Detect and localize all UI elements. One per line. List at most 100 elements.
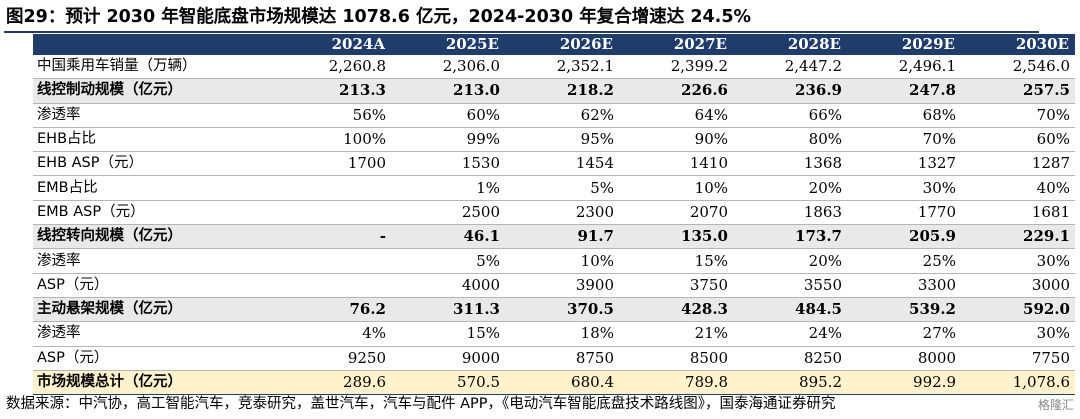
- table-row: 渗透率 4% 15% 18% 21% 24% 27% 30%: [33, 321, 1075, 347]
- value-cell: 289.6: [277, 369, 391, 396]
- value-cell: -: [277, 224, 391, 250]
- title-rule: [4, 31, 1039, 33]
- value-cell: 2,399.2: [619, 55, 733, 80]
- value-cell: 46.1: [391, 224, 505, 250]
- value-cell: 21%: [619, 321, 733, 347]
- table-row: 中国乘用车销量（万辆） 2,260.8 2,306.0 2,352.1 2,399.2 2…: [33, 55, 1075, 80]
- value-cell: 539.2: [847, 297, 961, 323]
- value-cell: 3900: [505, 273, 619, 298]
- value-cell: 30%: [847, 175, 961, 201]
- value-cell: 2,306.0: [391, 55, 505, 80]
- source-note: 数据来源：中汽协，高工智能汽车，竞泰研究，盖世汽车，汽车与配件 APP，《电动汽…: [6, 396, 836, 412]
- value-cell: 570.5: [391, 369, 505, 396]
- value-cell: 8000: [847, 346, 961, 371]
- value-cell: 226.6: [619, 78, 733, 104]
- row-label: EMB占比: [33, 175, 277, 201]
- row-label: ASP（元）: [33, 346, 277, 371]
- value-cell: 100%: [277, 127, 391, 153]
- value-cell: 1287: [961, 151, 1075, 177]
- value-cell: 68%: [847, 103, 961, 128]
- value-cell: 3000: [961, 273, 1075, 298]
- value-cell: 5%: [391, 248, 505, 274]
- value-cell: 8750: [505, 346, 619, 371]
- total-row: 市场规模总计（亿元） 289.6 570.5 680.4 789.8 895.2 992.9…: [33, 369, 1075, 396]
- value-cell: 2,546.0: [961, 55, 1075, 80]
- value-cell: 218.2: [505, 78, 619, 104]
- value-cell: 9250: [277, 346, 391, 371]
- row-label: EMB ASP（元）: [33, 200, 277, 226]
- value-cell: 90%: [619, 127, 733, 153]
- value-cell: 2,260.8: [277, 55, 391, 80]
- row-label: 中国乘用车销量（万辆）: [33, 55, 277, 80]
- value-cell: [277, 175, 391, 201]
- value-cell: 236.9: [733, 78, 847, 104]
- value-cell: 99%: [391, 127, 505, 153]
- value-cell: 1,078.6: [961, 369, 1075, 396]
- value-cell: 70%: [961, 103, 1075, 128]
- value-cell: 484.5: [733, 297, 847, 323]
- value-cell: 62%: [505, 103, 619, 128]
- value-cell: 15%: [391, 321, 505, 347]
- value-cell: 30%: [961, 248, 1075, 274]
- value-cell: 2300: [505, 200, 619, 226]
- header-cell: [33, 34, 277, 55]
- value-cell: 2070: [619, 200, 733, 226]
- value-cell: 1327: [847, 151, 961, 177]
- value-cell: 27%: [847, 321, 961, 347]
- value-cell: 8500: [619, 346, 733, 371]
- value-cell: 80%: [733, 127, 847, 153]
- value-cell: 895.2: [733, 369, 847, 396]
- value-cell: [277, 200, 391, 226]
- value-cell: 76.2: [277, 297, 391, 323]
- value-cell: 789.8: [619, 369, 733, 396]
- row-label: 渗透率: [33, 103, 277, 128]
- header-cell: 2024A: [277, 34, 391, 55]
- table-row: 渗透率 5% 10% 15% 20% 25% 30%: [33, 248, 1075, 274]
- value-cell: 1410: [619, 151, 733, 177]
- value-cell: 4%: [277, 321, 391, 347]
- section-row: 线控转向规模（亿元） -46.1 91.7 135.0 173.7 205.9 229.1: [33, 224, 1075, 250]
- value-cell: 428.3: [619, 297, 733, 323]
- row-label: 线控转向规模（亿元）: [33, 224, 277, 250]
- value-cell: 5%: [505, 175, 619, 201]
- row-label: 渗透率: [33, 321, 277, 347]
- value-cell: 66%: [733, 103, 847, 128]
- value-cell: 18%: [505, 321, 619, 347]
- value-cell: 20%: [733, 248, 847, 274]
- section-row: 线控制动规模（亿元） 213.3 213.0 218.2 226.6 236.9 247.8…: [33, 78, 1075, 104]
- value-cell: 3300: [847, 273, 961, 298]
- row-label: EHB ASP（元）: [33, 151, 277, 177]
- table-header-row: 2024A 2025E 2026E 2027E 2028E 2029E 2030…: [33, 34, 1075, 55]
- value-cell: 10%: [619, 175, 733, 201]
- section-row: 主动悬架规模（亿元） 76.2 311.3 370.5 428.3 484.5 539.2 5…: [33, 297, 1075, 323]
- value-cell: 8250: [733, 346, 847, 371]
- value-cell: 2500: [391, 200, 505, 226]
- value-cell: 25%: [847, 248, 961, 274]
- value-cell: 60%: [961, 127, 1075, 153]
- value-cell: 205.9: [847, 224, 961, 250]
- value-cell: 40%: [961, 175, 1075, 201]
- row-label: 渗透率: [33, 248, 277, 274]
- value-cell: 9000: [391, 346, 505, 371]
- value-cell: 592.0: [961, 297, 1075, 323]
- value-cell: 3750: [619, 273, 733, 298]
- value-cell: 1530: [391, 151, 505, 177]
- value-cell: 680.4: [505, 369, 619, 396]
- value-cell: 56%: [277, 103, 391, 128]
- value-cell: 247.8: [847, 78, 961, 104]
- value-cell: [277, 248, 391, 274]
- value-cell: 1700: [277, 151, 391, 177]
- header-cell: 2028E: [733, 34, 847, 55]
- header-cell: 2029E: [847, 34, 961, 55]
- value-cell: 257.5: [961, 78, 1075, 104]
- watermark: 格隆汇: [1037, 398, 1074, 412]
- table-row: 渗透率 56% 60% 62% 64% 66% 68% 70%: [33, 103, 1075, 128]
- row-label: EHB占比: [33, 127, 277, 153]
- header-cell: 2027E: [619, 34, 733, 55]
- table-row: EHB ASP（元） 1700 1530 1454 1410 1368 1327 1287: [33, 151, 1075, 177]
- table-row: EHB占比 100% 99% 95% 90% 80% 70% 60%: [33, 127, 1075, 153]
- value-cell: 1%: [391, 175, 505, 201]
- value-cell: 3550: [733, 273, 847, 298]
- row-label: 主动悬架规模（亿元）: [33, 297, 277, 323]
- value-cell: 1368: [733, 151, 847, 177]
